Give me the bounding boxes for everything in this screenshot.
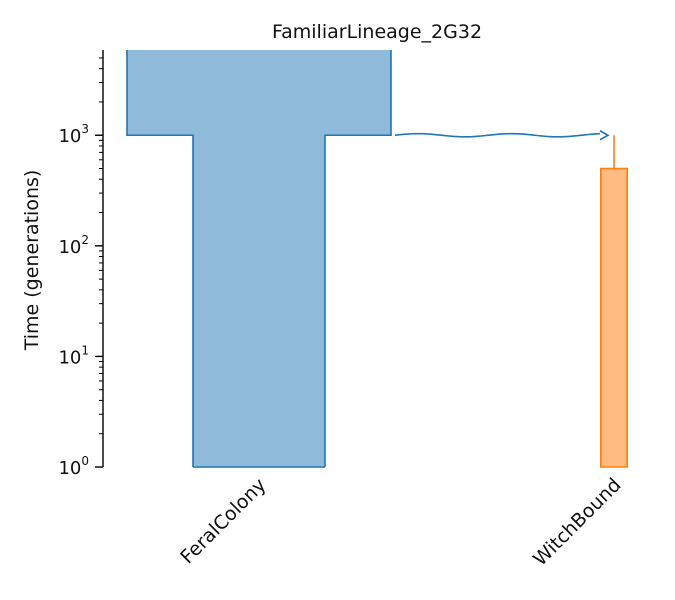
population-fill — [600, 168, 628, 467]
migration-arrow — [394, 130, 610, 141]
y-tick-label-exponent: 3 — [81, 122, 89, 136]
x-category-label: FeralColony — [176, 474, 270, 568]
chart-title: FamiliarLineage_2G32 — [272, 21, 482, 43]
y-tick-label: 103 — [58, 122, 89, 147]
y-tick-label-base: 10 — [58, 458, 81, 479]
y-tick-label-base: 10 — [58, 237, 81, 258]
x-category-label: WitchBound — [529, 474, 625, 570]
y-tick-label-base: 10 — [58, 126, 81, 147]
y-tick-label-exponent: 2 — [81, 233, 89, 247]
category-labels: FeralColony WitchBound — [176, 474, 625, 570]
population-fill — [127, 50, 391, 467]
migration-path — [394, 132, 601, 138]
population-WitchBound — [600, 135, 628, 468]
population-outline — [126, 50, 392, 468]
population-layer — [126, 50, 628, 468]
population-FeralColony — [126, 50, 392, 468]
y-tick-label-exponent: 1 — [81, 343, 89, 357]
population-outline — [600, 167, 628, 468]
y-tick-label: 101 — [58, 343, 89, 368]
y-tick-label: 102 — [58, 233, 89, 258]
y-tick-label-base: 10 — [58, 347, 81, 368]
y-tick-label: 100 — [58, 454, 89, 479]
y-tick-label-exponent: 0 — [81, 454, 89, 468]
migration-layer — [394, 130, 610, 141]
y-axis-label: Time (generations) — [21, 170, 43, 352]
migration-arrowhead — [599, 130, 610, 141]
